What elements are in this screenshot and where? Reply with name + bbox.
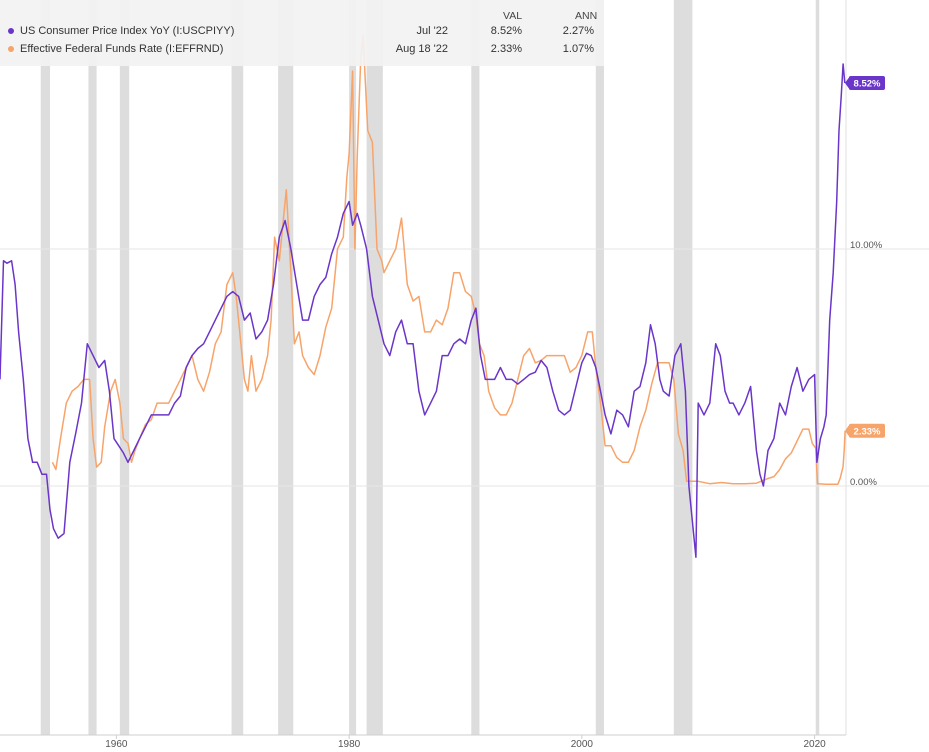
end-label-box [849,423,885,438]
y-tick-label: 0.00% [850,477,877,488]
legend-series-ann: 1.07% [562,43,594,55]
y-axis: 0.00% 10.00% [850,240,883,488]
legend-series-name: Effective Federal Funds Rate (I:EFFRND) [20,43,224,55]
legend-series-val: 8.52% [490,25,522,37]
legend-header-ann: ANN [575,10,598,22]
recession-band [278,0,294,735]
end-value-label: 8.52% [854,78,881,89]
legend-row-fed-funds[interactable]: Effective Federal Funds Rate (I:EFFRND) … [0,41,604,59]
legend-series-val: 2.33% [490,43,522,55]
recession-band [349,0,357,735]
x-tick-label: 2020 [803,739,826,750]
legend-row-cpi[interactable]: US Consumer Price Index YoY (I:USCPIYY) … [0,23,604,41]
end-value-labels: 8.52% 2.33% [845,75,885,438]
x-tick-label: 1960 [105,739,128,750]
legend-series-date: Jul '22 [416,25,448,37]
x-tick-label: 2000 [571,739,594,750]
end-label-pointer [845,75,850,90]
recession-band [88,0,97,735]
legend-header-val: VAL [503,10,523,22]
end-label-box [849,75,885,90]
legend-series-date: Aug 18 '22 [395,43,448,55]
x-tick-label: 1980 [338,739,361,750]
chart-legend: VAL ANN US Consumer Price Index YoY (I:U… [0,0,604,66]
recession-band [815,0,820,735]
legend-series-name: US Consumer Price Index YoY (I:USCPIYY) [20,25,235,37]
x-axis: 1960 1980 2000 2020 [0,734,846,750]
cpi-series-line [0,63,846,558]
legend-series-ann: 2.27% [562,25,594,37]
y-tick-label: 10.00% [850,240,883,251]
end-label-pointer [845,423,850,438]
end-value-label: 2.33% [854,426,881,437]
fed-funds-dot-icon [8,46,14,52]
recession-bands [40,0,820,735]
series-lines [0,34,846,558]
recession-band [471,0,480,735]
recession-band [231,0,244,735]
chart-grid [0,0,929,735]
cpi-dot-icon [8,28,14,34]
recession-band [366,0,383,735]
fed-funds-series-line [51,34,846,485]
recession-band [40,0,51,735]
recession-band [119,0,130,735]
recession-band [595,0,604,735]
